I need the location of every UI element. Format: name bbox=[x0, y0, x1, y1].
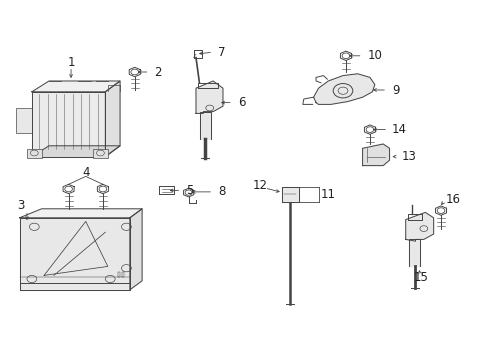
Text: 2: 2 bbox=[154, 66, 162, 78]
FancyBboxPatch shape bbox=[27, 149, 42, 158]
Polygon shape bbox=[105, 81, 120, 157]
Polygon shape bbox=[32, 81, 120, 92]
Polygon shape bbox=[282, 187, 299, 202]
FancyBboxPatch shape bbox=[16, 108, 32, 133]
Text: 5: 5 bbox=[186, 184, 194, 197]
Text: 4: 4 bbox=[82, 166, 90, 179]
Text: 11: 11 bbox=[321, 188, 336, 201]
Polygon shape bbox=[32, 92, 105, 157]
Text: 9: 9 bbox=[392, 84, 399, 96]
Polygon shape bbox=[409, 239, 420, 266]
Text: 6: 6 bbox=[238, 96, 245, 109]
Text: 15: 15 bbox=[414, 271, 429, 284]
Text: 1: 1 bbox=[67, 57, 75, 69]
Polygon shape bbox=[406, 212, 434, 241]
FancyBboxPatch shape bbox=[93, 149, 108, 158]
Polygon shape bbox=[196, 81, 223, 113]
Polygon shape bbox=[314, 74, 375, 104]
Text: 14: 14 bbox=[392, 123, 407, 136]
Text: 13: 13 bbox=[402, 150, 416, 163]
Text: 10: 10 bbox=[368, 49, 382, 62]
Polygon shape bbox=[130, 209, 142, 290]
Text: 12: 12 bbox=[252, 179, 267, 192]
Polygon shape bbox=[363, 144, 390, 166]
Text: 8: 8 bbox=[218, 185, 225, 198]
Text: 7: 7 bbox=[218, 46, 225, 59]
Polygon shape bbox=[20, 209, 142, 218]
Polygon shape bbox=[200, 112, 211, 139]
Polygon shape bbox=[32, 146, 120, 157]
Polygon shape bbox=[20, 218, 130, 290]
Text: 16: 16 bbox=[446, 193, 461, 206]
Text: 3: 3 bbox=[17, 199, 24, 212]
